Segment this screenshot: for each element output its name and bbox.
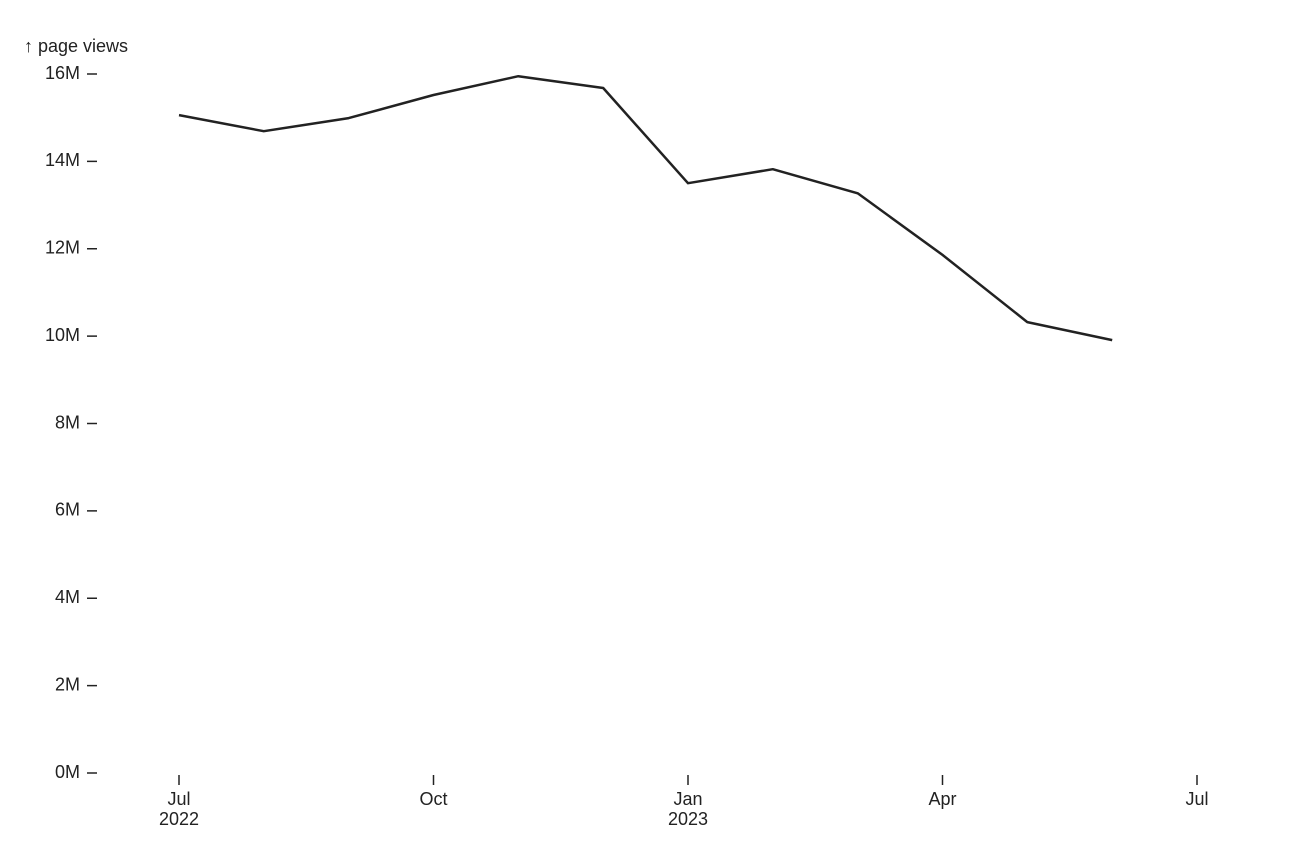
x-tick-label: Jul (167, 789, 190, 809)
x-tick-year: 2023 (668, 809, 708, 829)
x-tick-year: 2022 (159, 809, 199, 829)
y-tick-label: 14M (45, 150, 80, 170)
y-tick-label: 16M (45, 63, 80, 83)
x-tick-label: Jan (673, 789, 702, 809)
y-tick-label: 12M (45, 238, 80, 258)
y-tick-label: 8M (55, 412, 80, 432)
x-tick-label: Jul (1185, 789, 1208, 809)
y-tick-label: 2M (55, 674, 80, 694)
y-tick-label: 4M (55, 587, 80, 607)
x-tick-label: Oct (419, 789, 447, 809)
y-axis-label: ↑ page views (24, 36, 128, 56)
y-tick-label: 10M (45, 325, 80, 345)
y-tick-label: 0M (55, 762, 80, 782)
x-tick-label: Apr (928, 789, 956, 809)
line (178, 74, 1113, 342)
y-tick-label: 6M (55, 500, 80, 520)
